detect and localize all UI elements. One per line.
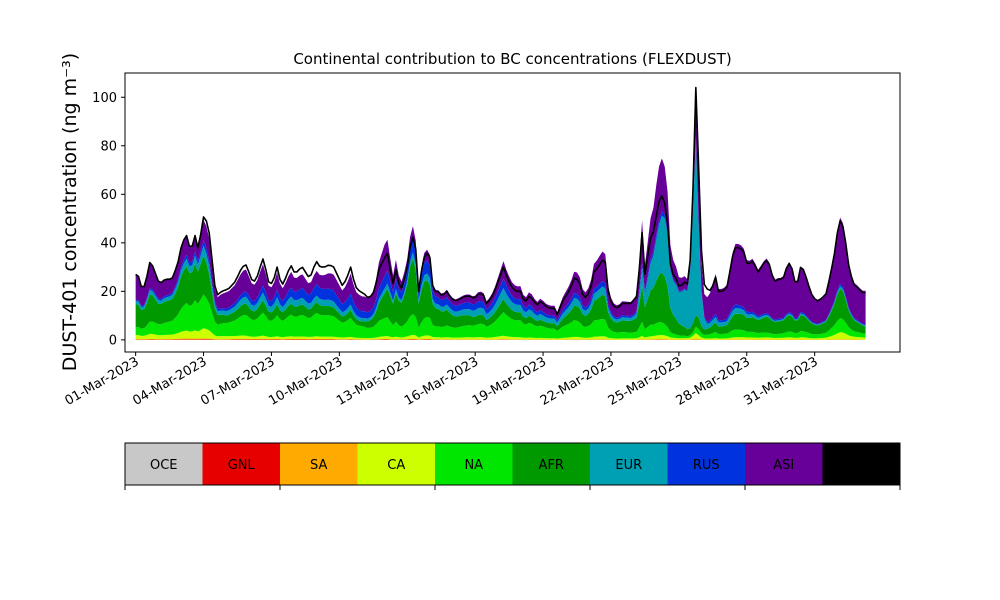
legend-label-oce: OCE: [150, 458, 178, 473]
y-tick-label: 80: [100, 139, 117, 154]
legend-swatch-ca: [357, 443, 435, 485]
legend-swatch-asi: [745, 443, 823, 485]
legend-swatch-rus: [667, 443, 745, 485]
legend-swatch-gnl: [202, 443, 280, 485]
y-axis-label: DUST-401 concentration (ng m⁻³): [59, 53, 81, 371]
legend-label-sa: SA: [310, 458, 327, 473]
y-tick-label: 40: [100, 236, 117, 251]
y-tick-label: 0: [109, 333, 117, 348]
area-rus: [135, 136, 866, 326]
legend-label-afr: AFR: [539, 458, 564, 473]
legend-label-rus: RUS: [693, 458, 720, 473]
legend-swatch-aus: [822, 443, 900, 485]
area-afr: [135, 255, 866, 337]
y-tick-label: 60: [100, 188, 117, 203]
colorbar-legend: OCE GNL SA CA NA AFR EUR RUS ASI AUS: [124, 442, 901, 490]
plot-frame: [124, 72, 901, 353]
legend-swatch-afr: [512, 443, 590, 485]
legend-label-eur: EUR: [615, 458, 642, 473]
legend-swatch-eur: [590, 443, 668, 485]
legend-label-aus: AUS: [848, 458, 875, 473]
area-na: [135, 294, 866, 339]
area-gnl: [135, 339, 866, 340]
area-asi: [135, 91, 866, 325]
legend-frame: [124, 442, 901, 486]
legend-label-na: NA: [464, 458, 483, 473]
y-tick-label: 100: [92, 91, 117, 106]
legend-label-ca: CA: [387, 458, 405, 473]
legend-swatch-oce: [125, 443, 203, 485]
legend-label-asi: ASI: [773, 458, 794, 473]
legend-swatch-na: [435, 443, 513, 485]
total-line: [135, 86, 866, 316]
legend-swatch-sa: [280, 443, 358, 485]
area-sa: [135, 338, 866, 340]
chart-title: Continental contribution to BC concentra…: [293, 50, 731, 68]
area-ca: [135, 328, 866, 340]
legend-label-gnl: GNL: [228, 458, 256, 473]
y-tick-label: 20: [100, 285, 117, 300]
